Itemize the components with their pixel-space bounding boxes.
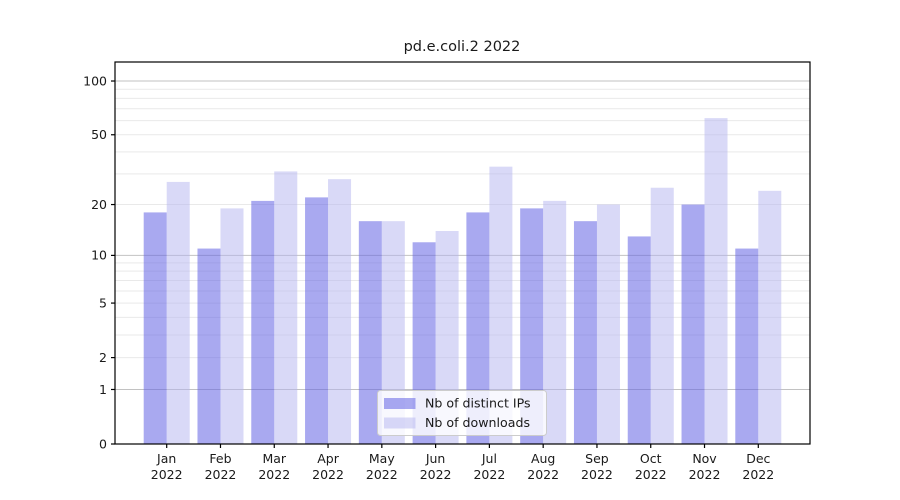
x-tick-label-year-feb: 2022 (205, 467, 237, 482)
bar-jan-ips (143, 212, 167, 444)
y-tick-label-10: 10 (91, 248, 107, 263)
bar-aug-ips (520, 208, 544, 444)
x-tick-label-month-dec: Dec (746, 451, 770, 466)
x-tick-label-month-apr: Apr (317, 451, 339, 466)
bar-feb-ips (197, 248, 221, 444)
x-tick-label-month-aug: Aug (531, 451, 555, 466)
bar-apr-downloads (328, 179, 352, 444)
y-tick-label-0: 0 (99, 436, 107, 451)
x-tick-label-year-sep: 2022 (581, 467, 613, 482)
legend: Nb of distinct IPs Nb of downloads (377, 390, 547, 436)
x-tick-label-year-mar: 2022 (258, 467, 290, 482)
bar-oct-downloads (650, 187, 674, 444)
x-tick-label-year-jul: 2022 (473, 467, 505, 482)
bar-oct-ips (627, 236, 651, 444)
legend-label-ips: Nb of distinct IPs (425, 396, 531, 411)
x-tick-label-month-sep: Sep (585, 451, 609, 466)
plot-border (114, 61, 811, 445)
bar-apr-ips (305, 197, 329, 444)
y-tick-label-5: 5 (99, 295, 107, 310)
bar-feb-downloads (220, 208, 244, 444)
x-tick-label-month-jan: Jan (156, 451, 176, 466)
x-tick-label-month-jun: Jun (425, 451, 446, 466)
bar-nov-ips (681, 204, 705, 444)
bar-sep-downloads (596, 204, 620, 444)
x-tick-label-year-nov: 2022 (689, 467, 721, 482)
bar-may-ips (358, 221, 382, 444)
y-tick-label-50: 50 (91, 127, 107, 142)
x-tick-label-month-oct: Oct (640, 451, 662, 466)
x-tick-label-year-oct: 2022 (635, 467, 667, 482)
x-tick-label-month-nov: Nov (692, 451, 717, 466)
x-tick-label-year-dec: 2022 (742, 467, 774, 482)
x-tick-label-year-jan: 2022 (151, 467, 183, 482)
x-tick-label-month-may: May (369, 451, 395, 466)
x-tick-label-year-aug: 2022 (527, 467, 559, 482)
bar-dec-downloads (758, 190, 782, 444)
x-tick-label-month-mar: Mar (262, 451, 286, 466)
y-tick-label-1: 1 (99, 382, 107, 397)
x-tick-label-month-jul: Jul (481, 451, 497, 466)
bar-jan-downloads (166, 181, 190, 444)
bar-jul-downloads (489, 166, 513, 444)
bar-sep-ips (573, 221, 597, 444)
legend-swatch-downloads-icon (384, 417, 416, 429)
y-tick-label-20: 20 (91, 197, 107, 212)
bar-may-downloads (381, 221, 405, 444)
x-tick-label-year-apr: 2022 (312, 467, 344, 482)
bar-aug-downloads (543, 200, 567, 444)
legend-box (377, 390, 547, 436)
axis-layer: 0125102050100Jan2022Feb2022Mar2022Apr202… (83, 73, 774, 482)
bar-jul-ips (466, 212, 490, 444)
legend-label-downloads: Nb of downloads (425, 415, 530, 430)
chart-title: pd.e.coli.2 2022 (404, 39, 521, 55)
bar-mar-ips (251, 200, 275, 444)
x-tick-label-year-may: 2022 (366, 467, 398, 482)
bar-nov-downloads (704, 118, 728, 444)
bar-dec-ips (735, 248, 759, 444)
x-tick-label-year-jun: 2022 (420, 467, 452, 482)
y-tick-label-100: 100 (83, 73, 107, 88)
y-tick-label-2: 2 (99, 350, 107, 365)
bar-mar-downloads (274, 171, 298, 444)
x-tick-label-month-feb: Feb (209, 451, 231, 466)
bars-layer (143, 118, 782, 444)
legend-swatch-ips-icon (384, 398, 416, 409)
